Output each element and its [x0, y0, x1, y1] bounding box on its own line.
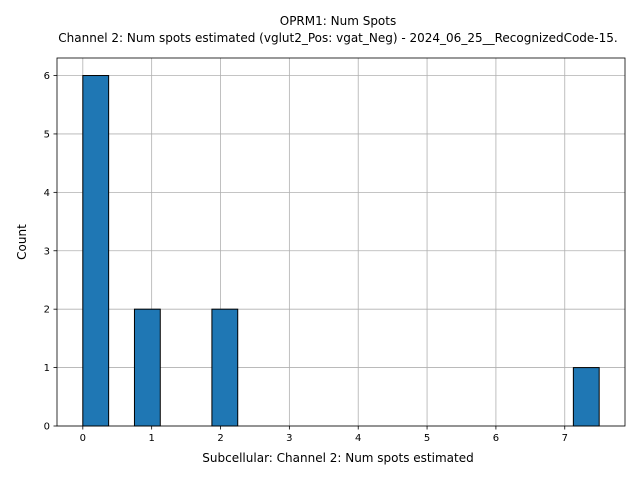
- y-tick-label: 6: [44, 71, 50, 82]
- x-tick-label: 7: [562, 433, 568, 444]
- y-tick-label: 2: [44, 305, 50, 316]
- x-tick-label: 5: [424, 433, 430, 444]
- y-tick-label: 4: [44, 188, 50, 199]
- x-tick-label: 3: [286, 433, 292, 444]
- x-tick-label: 1: [148, 433, 154, 444]
- y-tick-label: 3: [44, 246, 50, 257]
- histogram-bar: [211, 308, 239, 427]
- chart-title: OPRM1: Num Spots: [280, 14, 396, 28]
- y-tick-label: 5: [44, 129, 50, 140]
- bars-group: [82, 75, 600, 427]
- x-tick-label: 0: [80, 433, 86, 444]
- x-axis-label: Subcellular: Channel 2: Num spots estima…: [202, 451, 473, 465]
- plot-frame: [56, 57, 626, 427]
- y-axis-label: Count: [15, 224, 29, 260]
- histogram-bar: [572, 367, 600, 427]
- y-tick-label: 1: [44, 363, 50, 374]
- axis-ticks: 0 1 2 3 4 5 6 7 0 1 2 3 4 5 6: [44, 71, 568, 444]
- y-tick-label: 0: [44, 422, 50, 433]
- x-tick-label: 6: [493, 433, 499, 444]
- x-tick-label: 4: [355, 433, 361, 444]
- x-tick-label: 2: [217, 433, 223, 444]
- chart-subtitle: Channel 2: Num spots estimated (vglut2_P…: [58, 31, 617, 45]
- histogram-bar: [133, 308, 161, 427]
- histogram-bar: [82, 75, 110, 427]
